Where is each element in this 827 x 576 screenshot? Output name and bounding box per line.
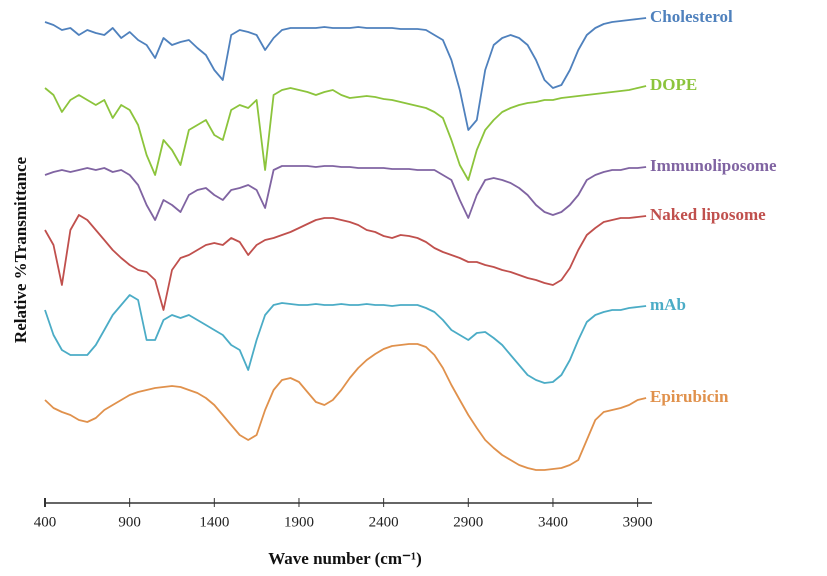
legend-label: Cholesterol [650, 7, 733, 26]
spectrum-line [44, 17, 647, 131]
x-tick-label: 1900 [284, 514, 314, 530]
x-tick-label: 2900 [453, 514, 483, 530]
spectrum-line [44, 165, 647, 221]
x-tick-label: 1400 [199, 514, 229, 530]
x-tick-label: 400 [34, 514, 57, 530]
legend-label: DOPE [650, 75, 697, 94]
legend-label: Naked liposome [650, 205, 766, 224]
spectrum-line [44, 85, 647, 181]
y-axis-label: Relative %Transmittance [11, 156, 30, 343]
spectrum-line [44, 294, 647, 384]
spectrum-line [44, 214, 647, 311]
legend-label: mAb [650, 295, 686, 314]
legend-label: Immunoliposome [650, 156, 777, 175]
x-tick-label: 900 [118, 514, 141, 530]
x-tick-label: 2400 [369, 514, 399, 530]
spectrum-line [44, 343, 647, 471]
x-tick-label: 3900 [623, 514, 653, 530]
legend-label: Epirubicin [650, 387, 729, 406]
x-axis-label: Wave number (cm⁻¹) [268, 549, 422, 568]
x-tick-label: 3400 [538, 514, 568, 530]
